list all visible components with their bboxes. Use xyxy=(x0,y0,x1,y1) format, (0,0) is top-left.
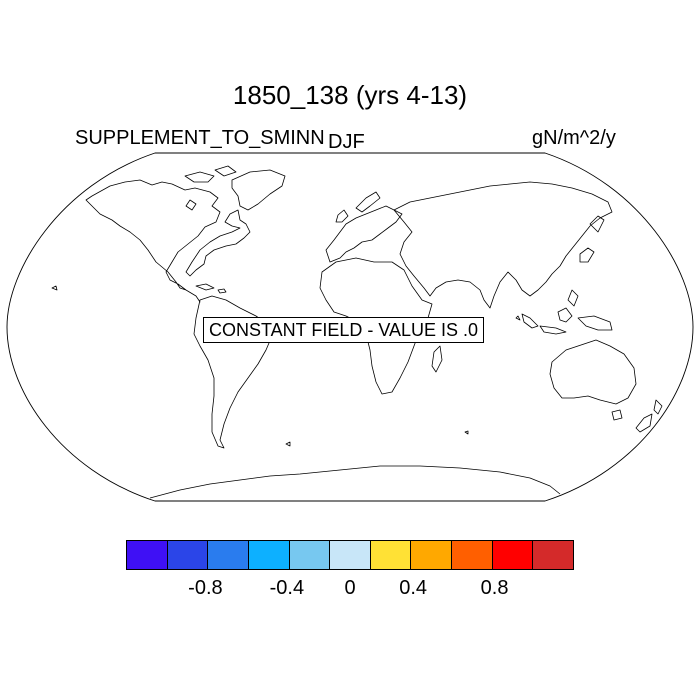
variable-label: SUPPLEMENT_TO_SMINN xyxy=(75,127,325,149)
map-frame xyxy=(6,152,694,502)
colorbar-cell xyxy=(533,541,574,569)
colorbar-cell xyxy=(330,541,371,569)
colorbar xyxy=(126,540,574,570)
colorbar-cell xyxy=(167,541,209,569)
colorbar-cell xyxy=(127,541,168,569)
colorbar-cell xyxy=(452,541,493,569)
colorbar-cell xyxy=(289,541,331,569)
map-title: 1850_138 (yrs 4-13) xyxy=(232,80,468,110)
colorbar-cell xyxy=(370,541,412,569)
colorbar-tick-label: -0.8 xyxy=(188,577,223,599)
constant-field-message: CONSTANT FIELD - VALUE IS .0 xyxy=(203,317,485,343)
colorbar-cell xyxy=(208,541,249,569)
colorbar-tick-label: 0.4 xyxy=(399,577,428,599)
colorbar-cell xyxy=(248,541,290,569)
colorbar-cell xyxy=(411,541,453,569)
season-label: DJF xyxy=(328,131,365,153)
colorbar-cell xyxy=(492,541,534,569)
units-label: gN/m^2/y xyxy=(532,127,616,149)
colorbar-tick-label: -0.4 xyxy=(269,577,305,599)
colorbar-tick-label: 0.8 xyxy=(480,577,509,599)
colorbar-tick-label: 0 xyxy=(344,577,356,599)
